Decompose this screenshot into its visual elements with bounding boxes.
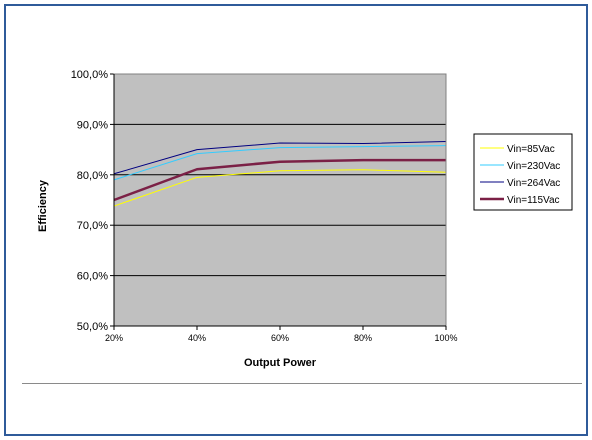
legend-label-3: Vin=264Vac <box>507 178 560 189</box>
legend-label-4: Vin=115Vac <box>507 195 560 206</box>
legend: Vin=85Vac Vin=230Vac Vin=264Vac Vin=115Vac <box>474 134 572 210</box>
y-tick-label-5: 100,0% <box>71 69 109 81</box>
x-tick-label-0: 20% <box>105 333 123 343</box>
plot-area <box>114 74 446 326</box>
y-tick-label-2: 70,0% <box>77 220 108 232</box>
y-tick-labels: 50,0% 60,0% 70,0% 80,0% 90,0% 100,0% <box>71 69 109 333</box>
x-tick-labels: 20% 40% 60% 80% 100% <box>105 333 458 343</box>
x-tick-label-4: 100% <box>434 333 457 343</box>
legend-label-1: Vin=85Vac <box>507 144 555 155</box>
legend-label-2: Vin=230Vac <box>507 161 560 172</box>
y-tick-label-0: 50,0% <box>77 321 108 333</box>
y-tick-label-4: 90,0% <box>77 119 108 131</box>
x-tick-label-2: 60% <box>271 333 289 343</box>
y-tick-label-3: 80,0% <box>77 170 108 182</box>
x-axis-title: Output Power <box>244 357 317 369</box>
x-tick-label-3: 80% <box>354 333 372 343</box>
y-axis-title: Efficiency <box>37 179 49 232</box>
x-tick-label-1: 40% <box>188 333 206 343</box>
y-tick-label-1: 60,0% <box>77 271 108 283</box>
